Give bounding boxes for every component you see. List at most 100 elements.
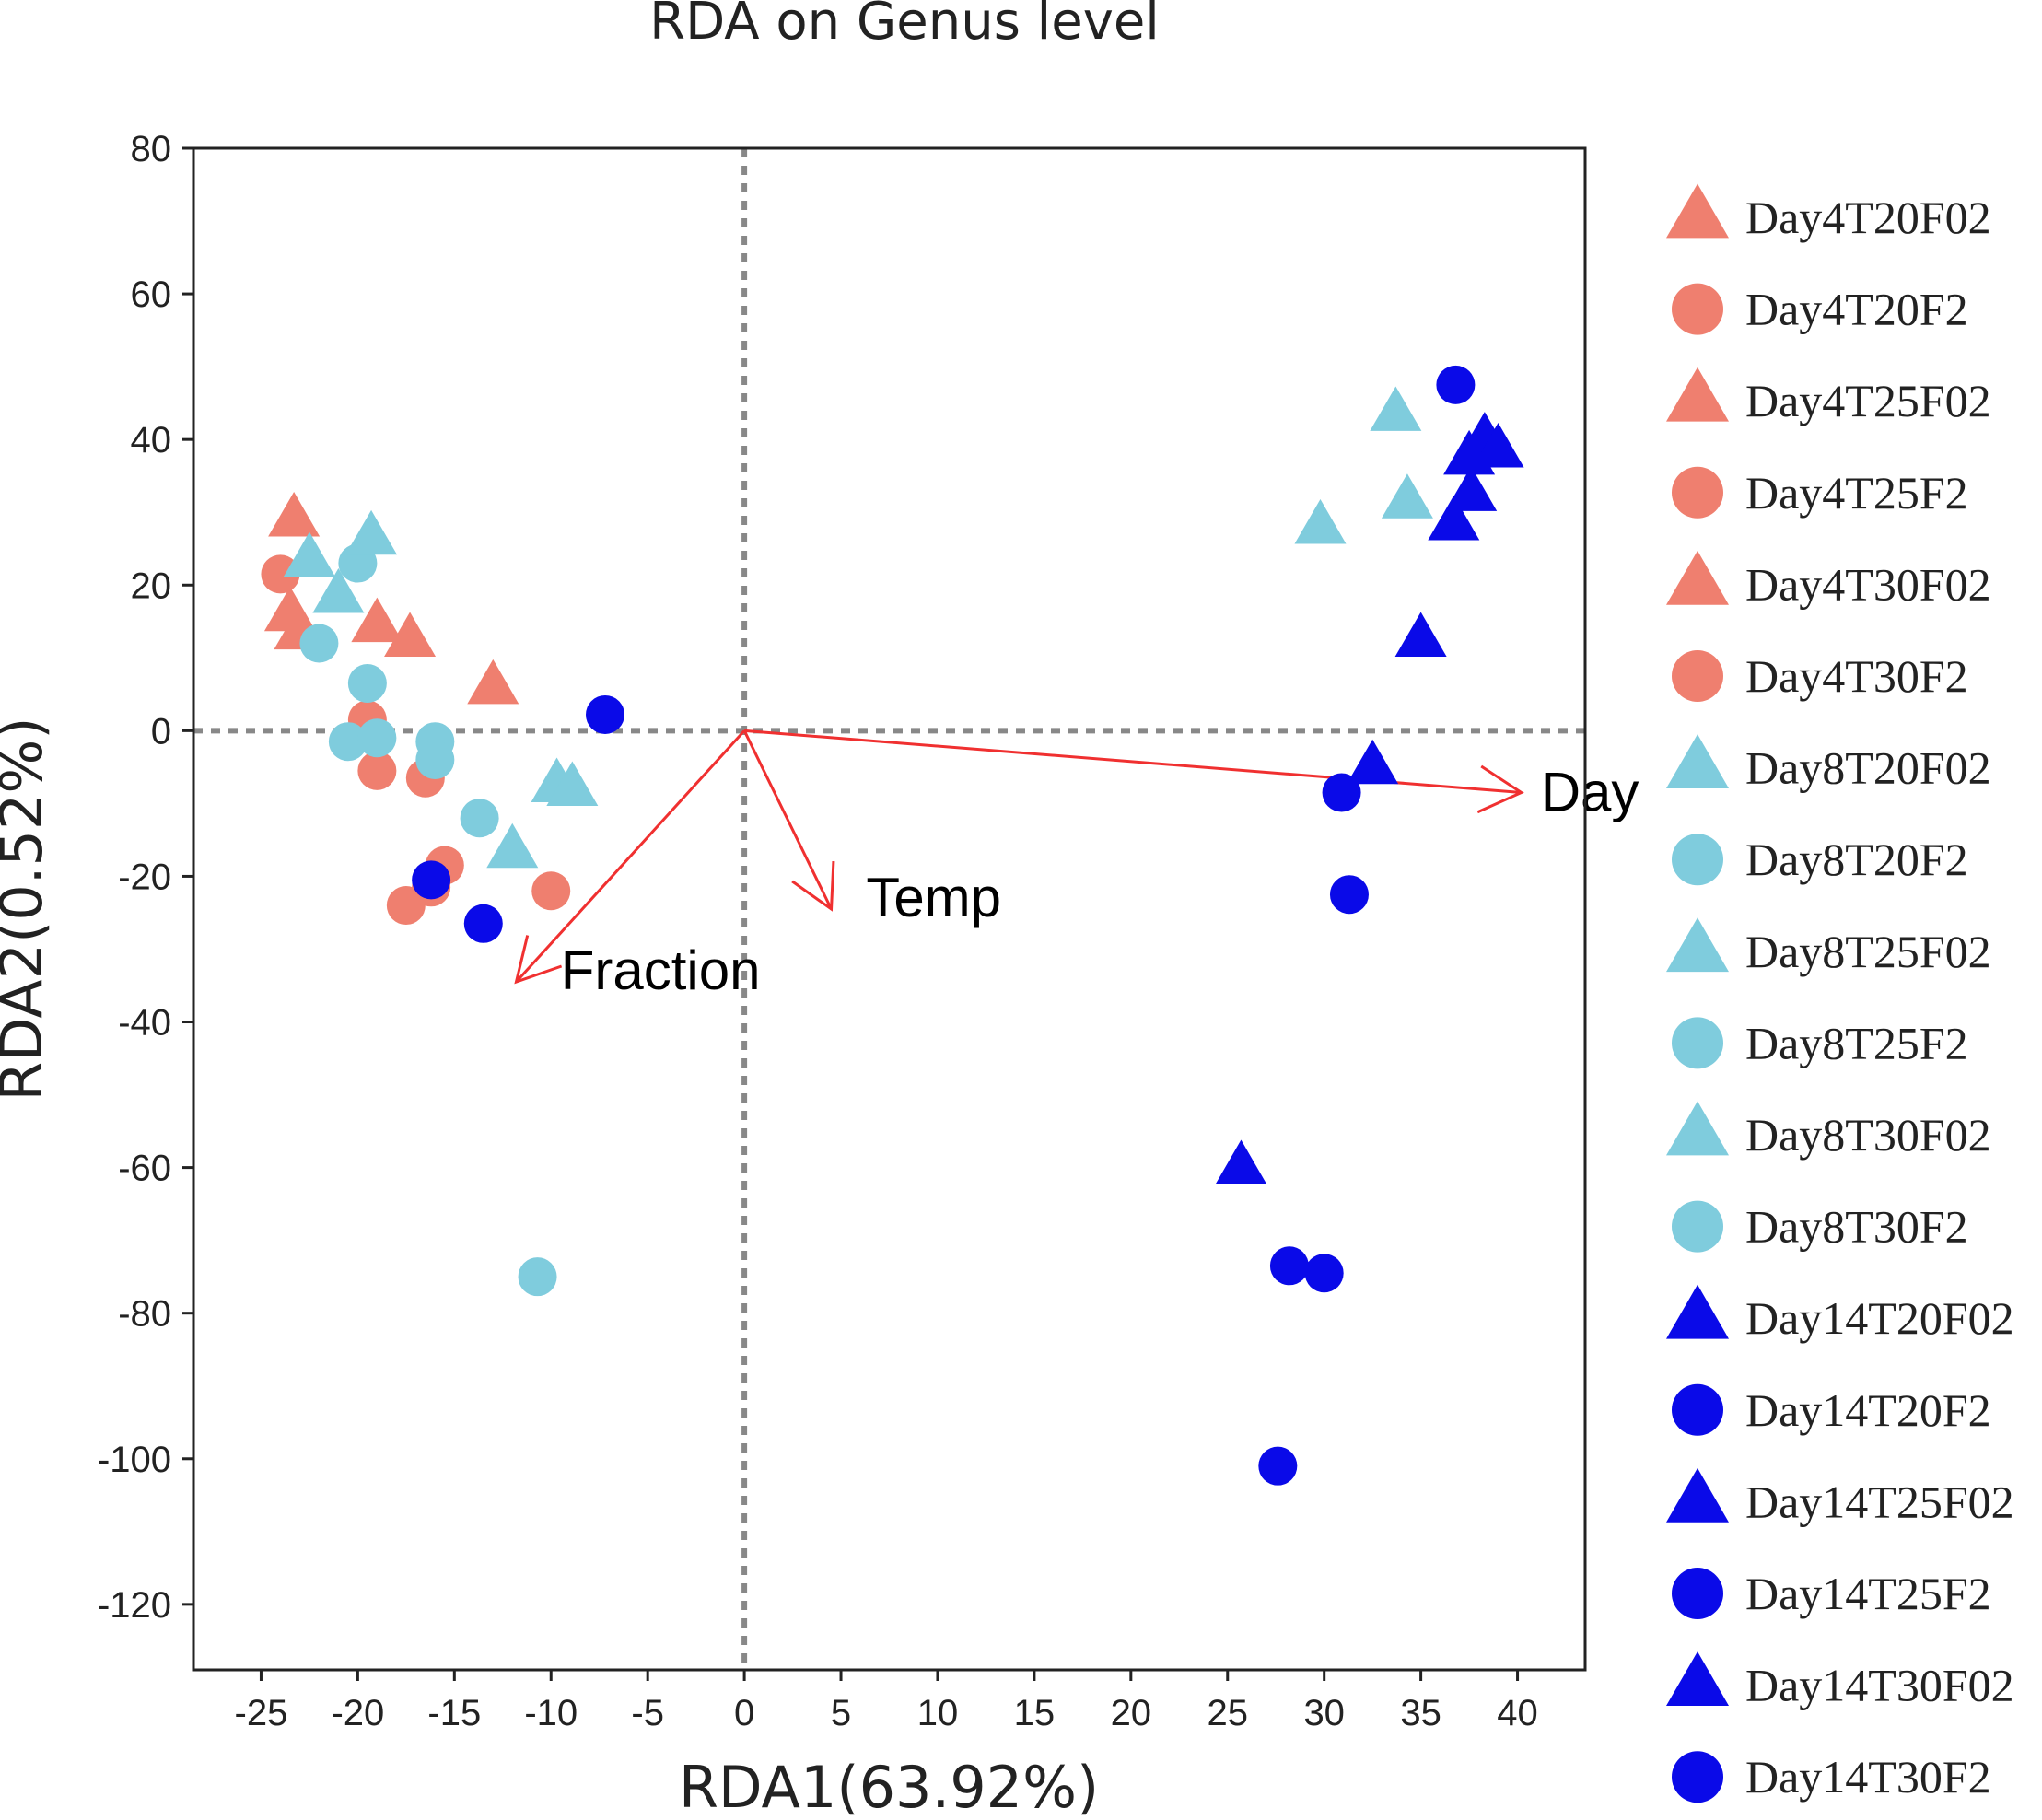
legend-item: Day8T25F2 (1672, 1017, 1968, 1069)
legend-marker-circle (1672, 466, 1723, 519)
arrow-shaft (743, 729, 1522, 795)
point-Day8T20F2 (299, 624, 339, 663)
point-Day8T30F2 (415, 740, 455, 779)
arrow-day: Day (743, 729, 1639, 823)
legend-item: Day4T25F2 (1672, 466, 1968, 519)
point-Day14T25F02 (1428, 496, 1480, 541)
point-Day14T20F02 (1443, 429, 1496, 475)
sample-points (261, 365, 1524, 1486)
legend-marker-circle (1672, 834, 1723, 886)
y-tick-label: 20 (131, 566, 172, 606)
point-Day8T30F2 (518, 1257, 557, 1297)
arrow-fraction: Fraction (514, 729, 761, 1001)
arrow-temp: Temp (742, 729, 1001, 928)
legend-item: Day14T30F2 (1672, 1751, 1991, 1803)
point-Day14T25F02 (1394, 612, 1447, 657)
legend-label: Day4T30F2 (1745, 650, 1968, 702)
x-tick-label: 20 (1111, 1693, 1152, 1733)
legend-item: Day8T25F02 (1666, 917, 1991, 977)
point-Day14T30F2 (1329, 875, 1369, 915)
point-Day8T30F02 (486, 822, 539, 869)
legend-marker-triangle (1666, 183, 1729, 239)
y-axis-ticks: 80 60 40 20 0 -20 -40 -60 -80 -100 -120 (98, 129, 193, 1626)
x-axis-ticks: -25 -20 -15 -10 -5 0 5 10 15 20 25 30 35 40 (235, 1670, 1538, 1733)
legend-label: Day14T30F02 (1745, 1660, 2014, 1711)
legend-label: Day4T20F02 (1745, 192, 1991, 243)
x-tick-label: 30 (1303, 1693, 1345, 1733)
legend-marker-circle (1672, 650, 1723, 702)
legend-item: Day14T30F02 (1666, 1651, 2014, 1711)
point-Day14T20F2 (586, 694, 625, 734)
legend-item: Day4T20F02 (1666, 183, 1991, 243)
y-tick-label: 40 (131, 420, 172, 461)
legend-item: Day4T20F2 (1672, 283, 1968, 335)
arrow-shaft (742, 729, 833, 910)
legend-marker-triangle (1666, 1467, 1729, 1522)
point-Day8T25F2 (347, 663, 387, 703)
legend-marker-triangle (1666, 367, 1729, 422)
point-Day8T25F2 (328, 722, 368, 762)
point-Day4T30F2 (531, 871, 571, 911)
point-Day8T20F02 (312, 568, 365, 613)
y-tick-label: 80 (131, 129, 172, 169)
legend-label: Day14T30F2 (1745, 1751, 1991, 1802)
point-Day4T25F2 (357, 751, 397, 790)
point-Day14T30F2 (1258, 1446, 1298, 1486)
y-tick-label: -80 (118, 1294, 171, 1335)
legend-marker-circle (1672, 283, 1723, 335)
point-Day8T30F02 (546, 761, 599, 807)
point-Day4T30F2 (386, 886, 426, 926)
legend-label: Day8T20F02 (1745, 742, 1991, 794)
y-tick-label: -20 (118, 857, 171, 897)
point-Day14T30F2 (1269, 1246, 1309, 1286)
legend-marker-triangle (1666, 917, 1729, 973)
legend-marker-triangle (1666, 1101, 1729, 1156)
legend-marker-circle (1672, 1751, 1723, 1803)
legend-label: Day8T25F2 (1745, 1017, 1968, 1068)
x-tick-label: -20 (331, 1693, 384, 1733)
env-arrows: Day Temp Fraction (514, 729, 1639, 1001)
legend-marker-circle (1672, 1017, 1723, 1069)
point-Day4T25F02 (351, 597, 403, 643)
legend-marker-circle (1672, 1568, 1723, 1619)
x-tick-label: -25 (235, 1693, 288, 1733)
x-tick-label: 40 (1497, 1693, 1538, 1733)
point-Day4T30F02 (384, 612, 437, 657)
x-tick-label: 5 (831, 1693, 851, 1733)
legend-item: Day14T25F02 (1666, 1467, 2014, 1527)
legend-marker-triangle (1666, 1651, 1729, 1706)
point-Day8T30F02 (1370, 386, 1422, 431)
y-axis-label: RDA2(0.52%) (0, 718, 55, 1102)
legend-label: Day14T25F2 (1745, 1568, 1991, 1619)
arrow-shaft (515, 729, 746, 984)
y-tick-label: 60 (131, 274, 172, 315)
legend-label: Day14T20F02 (1745, 1292, 2014, 1344)
point-Day4T20F02 (268, 492, 321, 537)
arrow-label: Temp (866, 867, 1001, 928)
legend-item: Day14T25F2 (1672, 1568, 1991, 1619)
legend-label: Day4T25F02 (1745, 375, 1991, 426)
legend-item: Day8T20F2 (1672, 834, 1968, 886)
arrow-head (791, 860, 835, 912)
legend-item: Day14T20F2 (1672, 1383, 1991, 1436)
x-tick-label: 15 (1014, 1693, 1056, 1733)
point-Day8T30F2 (460, 799, 499, 838)
point-Day8T30F2 (357, 718, 397, 758)
point-Day4T20F2 (261, 554, 300, 594)
legend-marker-triangle (1666, 734, 1729, 788)
point-Day14T30F2 (1304, 1254, 1344, 1293)
arrow-label: Fraction (561, 939, 761, 1001)
legend-marker-circle (1672, 1200, 1723, 1253)
x-tick-label: -10 (524, 1693, 578, 1733)
legend-item: Day4T30F02 (1666, 550, 1991, 610)
x-axis-label: RDA1(63.92%) (679, 1754, 1099, 1820)
x-tick-label: -5 (631, 1693, 664, 1733)
point-Day14T20F2 (1436, 365, 1476, 404)
point-Day4T30F02 (467, 659, 519, 705)
legend-item: Day4T25F02 (1666, 367, 1991, 426)
legend-marker-triangle (1666, 550, 1729, 605)
legend-marker-triangle (1666, 1284, 1729, 1339)
x-tick-label: 35 (1400, 1693, 1441, 1733)
legend: Day4T20F02 Day4T20F2 Day4T25F02 Day4T25F2 Da… (1666, 183, 2014, 1803)
point-Day8T30F02 (1381, 473, 1433, 519)
